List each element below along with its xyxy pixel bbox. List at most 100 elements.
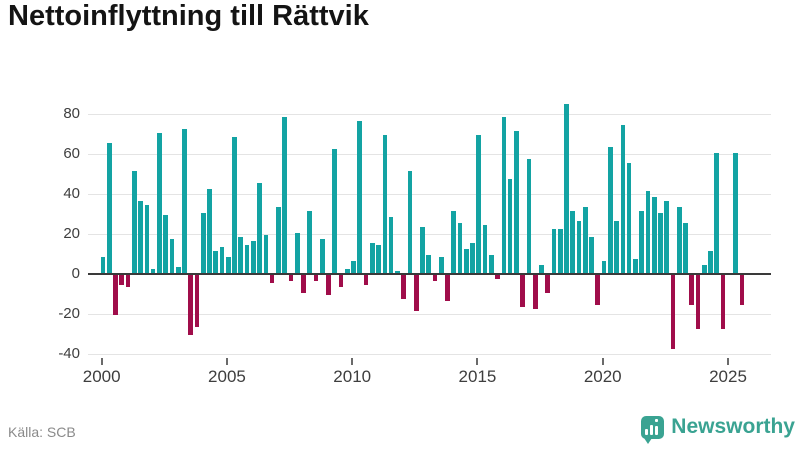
quarter-bar (482, 225, 488, 273)
quarter-bar (144, 205, 150, 273)
quarter-bar (257, 183, 262, 273)
quarter-bar (714, 153, 720, 273)
quarter-bar (658, 213, 663, 273)
quarter-bar (182, 129, 187, 273)
quarter-bar (251, 241, 256, 273)
zero-axis-line (88, 273, 771, 275)
x-axis-tick (225, 358, 228, 365)
quarter-bar (225, 257, 231, 273)
x-axis-tick-label: 2020 (583, 367, 622, 386)
y-axis-tick-label: 60 (63, 145, 80, 163)
quarter-bar (564, 103, 569, 273)
chart-title: Nettoinflyttning till Rättvik (8, 0, 369, 32)
quarter-bar (501, 117, 507, 273)
quarter-bar (357, 121, 363, 273)
quarter-bar (188, 275, 194, 335)
quarter-bar (344, 269, 350, 273)
quarter-bar (463, 249, 469, 273)
quarter-bar (351, 261, 356, 273)
quarter-bar (100, 257, 106, 273)
quarter-bar (589, 237, 594, 273)
quarter-bar (207, 189, 212, 273)
quarter-bar (695, 275, 701, 329)
quarter-bar (219, 247, 225, 273)
quarter-bar (113, 275, 118, 315)
y-gridline (88, 114, 771, 116)
quarter-bar (307, 211, 313, 273)
x-axis-tick (601, 358, 604, 365)
quarter-bar (614, 221, 619, 273)
quarter-bar (432, 275, 438, 281)
y-axis-tick-label: 0 (71, 265, 80, 282)
logo-bar-icon (655, 425, 659, 435)
quarter-bar (733, 153, 738, 273)
quarter-bar (570, 211, 576, 273)
quarter-bar (683, 223, 688, 273)
quarter-bar (163, 215, 169, 273)
quarter-bar (238, 237, 244, 273)
quarter-bar (426, 255, 432, 273)
quarter-bar (545, 275, 551, 293)
quarter-bar (232, 137, 237, 273)
quarter-bar (388, 217, 394, 273)
quarter-bar (301, 275, 306, 293)
quarter-bar (495, 275, 500, 279)
quarter-bar (601, 261, 607, 273)
quarter-bar (489, 255, 494, 273)
quarter-bar (194, 275, 200, 327)
quarter-bar (282, 117, 287, 273)
logo-bar-icon (645, 428, 649, 435)
quarter-bar (288, 275, 294, 281)
quarter-bar (551, 229, 557, 273)
quarter-bar (376, 245, 381, 273)
quarter-bar (169, 239, 175, 273)
quarter-bar (244, 245, 250, 273)
quarter-bar (608, 147, 613, 273)
quarter-bar (413, 275, 419, 311)
x-axis-tick (476, 358, 479, 365)
quarter-bar (319, 239, 325, 273)
quarter-bar (520, 275, 525, 307)
quarter-bar (651, 197, 657, 273)
quarter-bar (557, 229, 563, 273)
quarter-bar (263, 235, 269, 273)
quarter-bar (689, 275, 695, 305)
quarter-bar (175, 267, 181, 273)
newsworthy-logo[interactable]: Newsworthy (641, 415, 795, 444)
quarter-bar (213, 251, 219, 273)
y-gridline (88, 154, 771, 156)
quarter-bar (526, 159, 532, 273)
pin-tail-icon (644, 437, 653, 444)
newsworthy-bar-chart-pin-icon (641, 415, 665, 444)
y-axis-tick-label: 80 (63, 105, 80, 123)
quarter-bar (106, 143, 112, 273)
quarter-bar (395, 271, 400, 273)
quarter-bar (370, 243, 375, 273)
quarter-bar (438, 257, 444, 273)
quarter-bar (132, 171, 137, 273)
quarter-bar (276, 207, 281, 273)
quarter-bar (633, 259, 638, 273)
quarter-bar (138, 201, 143, 273)
quarter-bar (507, 179, 513, 273)
y-gridline (88, 313, 771, 315)
x-axis-tick-label: 2025 (709, 367, 747, 386)
quarter-bar (639, 211, 644, 273)
y-axis-tick-label: -20 (58, 304, 80, 322)
quarter-bar (313, 275, 319, 281)
y-gridline (88, 194, 771, 196)
y-axis-tick-label: 20 (63, 225, 80, 243)
quarter-bar (445, 275, 450, 301)
quarter-bar (708, 251, 713, 273)
y-axis-tick-label: -40 (58, 344, 80, 362)
quarter-bar (407, 171, 413, 273)
quarter-bar (532, 275, 538, 309)
quarter-bar (451, 211, 457, 273)
quarter-bar (470, 243, 475, 273)
quarter-bar (150, 269, 156, 273)
quarter-bar (420, 227, 425, 273)
quarter-bar (626, 163, 632, 273)
quarter-bar (582, 207, 588, 273)
